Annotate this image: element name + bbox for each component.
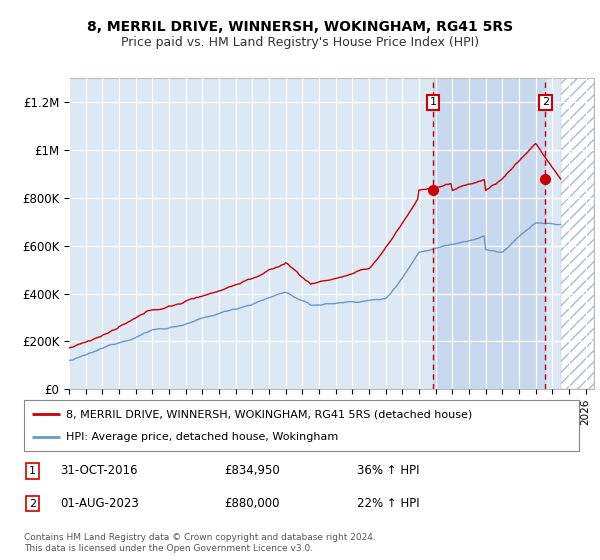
- Text: 22% ↑ HPI: 22% ↑ HPI: [357, 497, 419, 510]
- Text: 1: 1: [29, 466, 36, 476]
- Text: 2: 2: [542, 97, 549, 108]
- Text: HPI: Average price, detached house, Wokingham: HPI: Average price, detached house, Woki…: [65, 432, 338, 442]
- Text: 36% ↑ HPI: 36% ↑ HPI: [357, 464, 419, 478]
- Text: Contains HM Land Registry data © Crown copyright and database right 2024.
This d: Contains HM Land Registry data © Crown c…: [24, 533, 376, 553]
- Text: Price paid vs. HM Land Registry's House Price Index (HPI): Price paid vs. HM Land Registry's House …: [121, 36, 479, 49]
- Text: 2: 2: [29, 499, 36, 508]
- Text: 31-OCT-2016: 31-OCT-2016: [60, 464, 137, 478]
- Text: 8, MERRIL DRIVE, WINNERSH, WOKINGHAM, RG41 5RS: 8, MERRIL DRIVE, WINNERSH, WOKINGHAM, RG…: [87, 20, 513, 34]
- FancyBboxPatch shape: [24, 400, 579, 451]
- Bar: [433, 78, 545, 389]
- Text: £880,000: £880,000: [224, 497, 279, 510]
- Bar: [560, 78, 594, 389]
- Bar: [560, 78, 594, 389]
- Text: 1: 1: [430, 97, 436, 108]
- Text: 01-AUG-2023: 01-AUG-2023: [60, 497, 139, 510]
- Text: 8, MERRIL DRIVE, WINNERSH, WOKINGHAM, RG41 5RS (detached house): 8, MERRIL DRIVE, WINNERSH, WOKINGHAM, RG…: [65, 409, 472, 419]
- Text: £834,950: £834,950: [224, 464, 280, 478]
